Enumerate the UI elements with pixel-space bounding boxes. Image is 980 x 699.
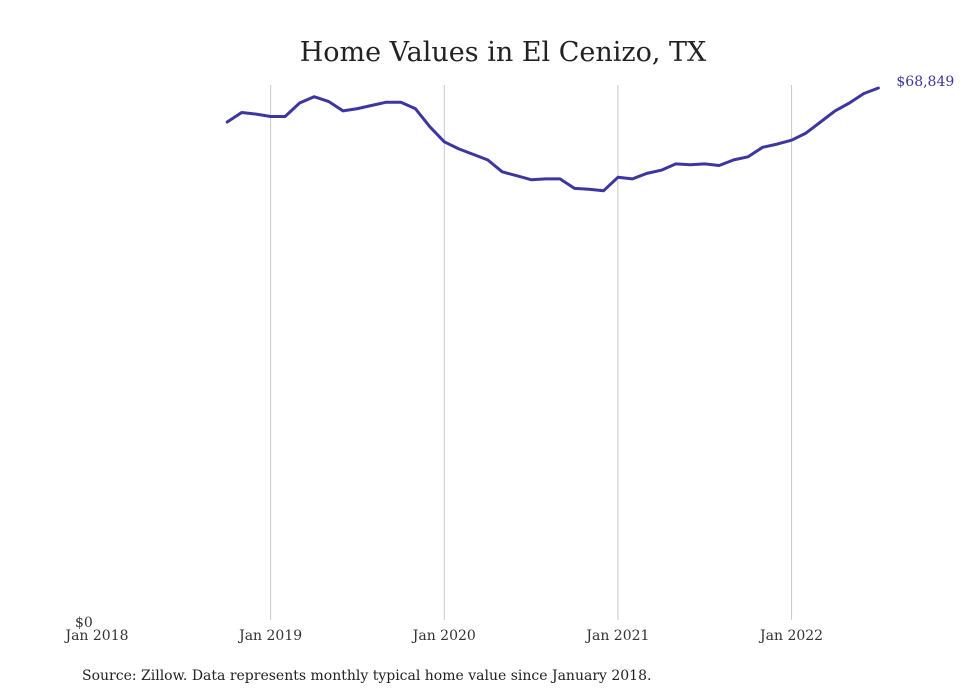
chart-title: Home Values in El Cenizo, TX bbox=[300, 37, 707, 68]
series-layer: $68,849 bbox=[225, 74, 954, 193]
x-tick-label: Jan 2018 bbox=[63, 628, 128, 644]
series-line bbox=[225, 86, 880, 193]
axis-layer: Jan 2018 Jan 2019 Jan 2020 Jan 2021 Jan 2022… bbox=[63, 615, 823, 644]
source-note: Source: Zillow. Data represents monthly … bbox=[82, 668, 652, 684]
x-tick-label: Jan 2021 bbox=[584, 628, 649, 644]
grid-layer bbox=[270, 85, 793, 620]
x-tick-label: Jan 2020 bbox=[411, 628, 476, 644]
end-value-label: $68,849 bbox=[896, 74, 954, 90]
y-tick-label: $0 bbox=[75, 615, 93, 631]
x-tick-label: Jan 2022 bbox=[758, 628, 823, 644]
x-tick-label: Jan 2019 bbox=[237, 628, 302, 644]
